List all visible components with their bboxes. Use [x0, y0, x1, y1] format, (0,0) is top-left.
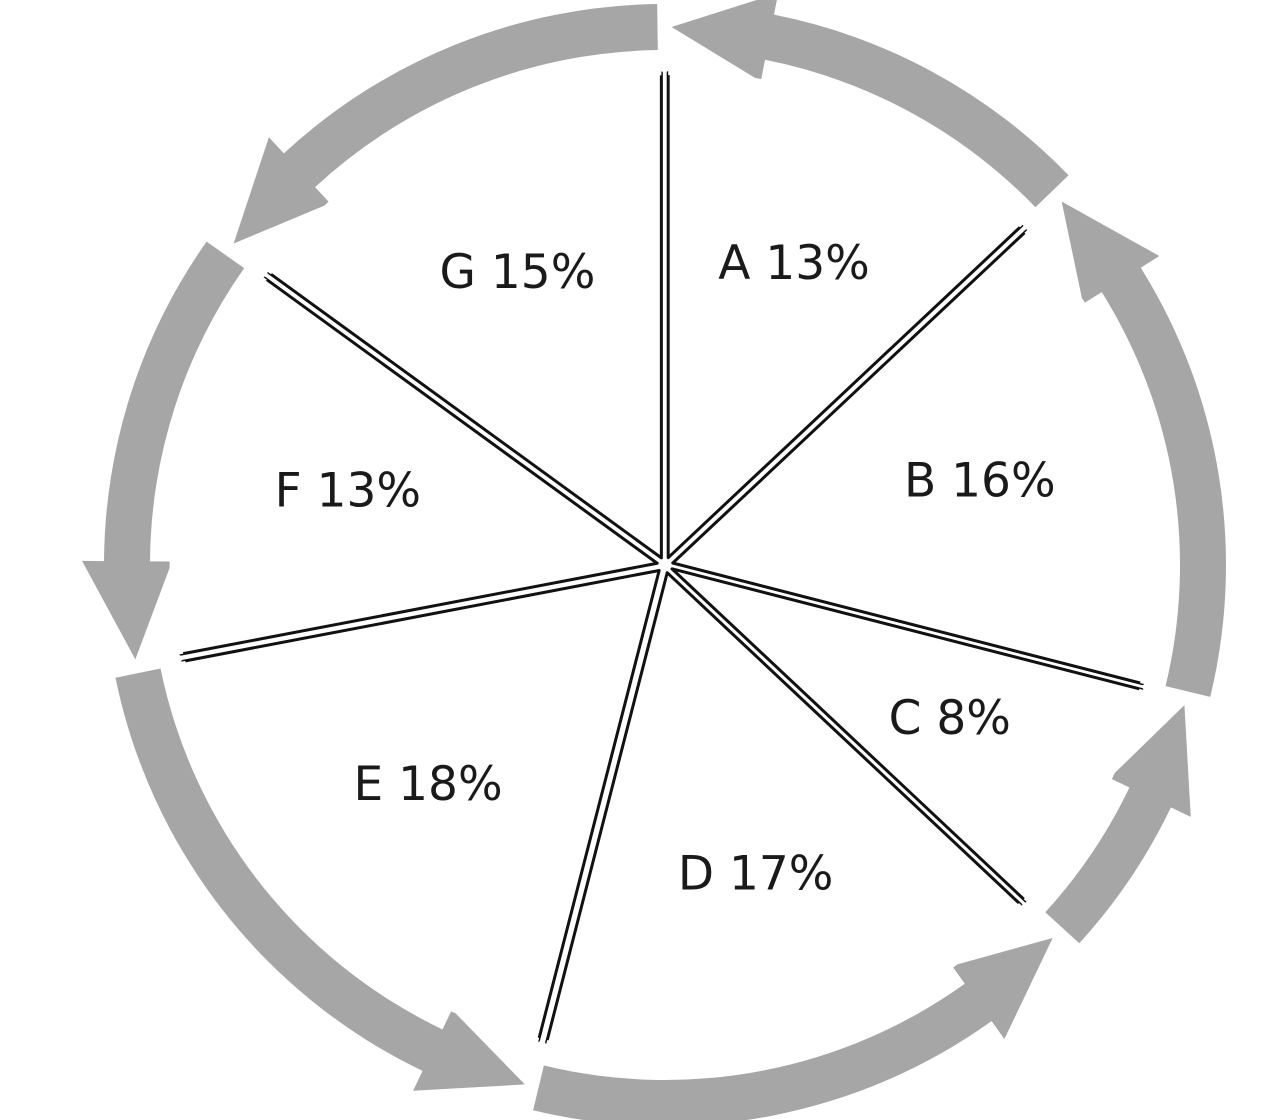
slice-label-a: A 13%: [718, 236, 870, 291]
pie-slice-edge-f: [169, 276, 267, 655]
pie-slice-edge-b: [1024, 229, 1161, 685]
slice-label-e: E 18%: [354, 757, 503, 812]
cycle-arrows: [82, 0, 1226, 1120]
cycle-arrow-b: [1061, 201, 1226, 697]
cycle-arrow-d: [533, 938, 1053, 1120]
slice-label-d: D 17%: [678, 847, 834, 902]
cycle-arrow-g: [233, 4, 658, 244]
pie-slices: [169, 70, 1161, 1061]
slice-label-c: C 8%: [889, 691, 1011, 746]
pie-slice-edge-a: [668, 70, 1024, 228]
slice-label-b: B 16%: [904, 454, 1056, 509]
pie-slice-edge-c: [1023, 688, 1145, 903]
cycle-arrow-a: [671, 0, 1069, 208]
pie-slice-edge-d: [545, 902, 1023, 1061]
pie-slice-edge-g: [266, 70, 662, 275]
cycle-arrow-c: [1045, 705, 1191, 944]
cycle-arrow-e: [115, 668, 525, 1091]
pie-labels: A 13% B 16% C 8% D 17% E 18% F 13% G 15%: [275, 236, 1056, 901]
cycle-arrow-f: [82, 241, 245, 660]
slice-label-f: F 13%: [275, 464, 421, 519]
pie-slice-edge-e: [180, 660, 540, 1043]
slice-label-g: G 15%: [440, 245, 596, 300]
